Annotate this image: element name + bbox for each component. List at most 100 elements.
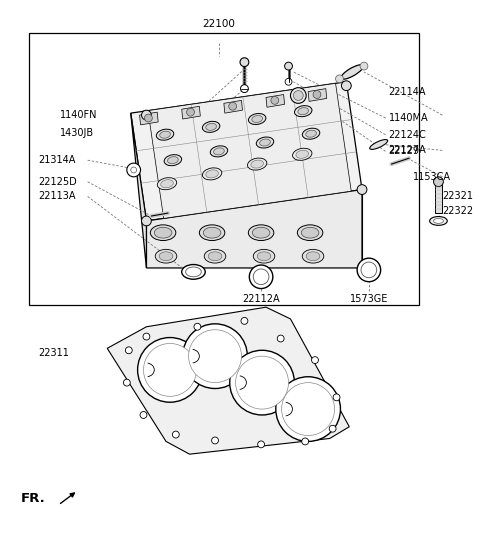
Circle shape [240,85,248,93]
Circle shape [144,343,196,397]
Text: 1430JB: 1430JB [60,128,94,138]
Circle shape [143,333,150,340]
Ellipse shape [297,225,323,240]
Circle shape [271,96,279,104]
Polygon shape [148,83,351,219]
Circle shape [144,114,152,122]
Ellipse shape [199,225,225,240]
Text: 22127A: 22127A [388,146,426,156]
Text: 22100: 22100 [203,19,235,29]
Ellipse shape [154,227,172,238]
Ellipse shape [360,62,368,70]
Circle shape [241,318,248,324]
Ellipse shape [292,148,312,160]
Polygon shape [224,100,242,113]
Circle shape [212,437,218,444]
Text: 1153CA: 1153CA [413,172,451,182]
Text: 21314A: 21314A [38,155,76,165]
Circle shape [249,265,273,288]
Ellipse shape [203,122,220,132]
Polygon shape [266,94,285,107]
Text: 1140FN: 1140FN [60,110,98,120]
Text: 22124C: 22124C [388,130,426,140]
Ellipse shape [150,225,176,240]
Ellipse shape [168,157,178,164]
Circle shape [189,330,241,383]
Ellipse shape [433,219,444,223]
Ellipse shape [295,106,312,117]
Ellipse shape [253,249,275,263]
Ellipse shape [298,108,309,115]
Ellipse shape [182,264,205,279]
Text: 22113A: 22113A [38,191,76,201]
Ellipse shape [252,227,270,238]
Ellipse shape [204,249,226,263]
Circle shape [183,324,247,389]
Ellipse shape [370,140,388,149]
Circle shape [313,91,321,99]
Circle shape [125,347,132,354]
Ellipse shape [159,252,173,261]
Ellipse shape [157,177,177,190]
Ellipse shape [161,180,173,188]
Text: 22129: 22129 [388,147,420,156]
Ellipse shape [155,249,177,263]
Circle shape [253,269,269,285]
Ellipse shape [336,75,343,83]
Circle shape [140,411,147,418]
Circle shape [361,262,377,278]
Circle shape [240,58,249,67]
Text: 22311: 22311 [38,348,70,358]
Ellipse shape [160,131,170,138]
Ellipse shape [306,252,320,261]
Bar [29,33,419,305]
Ellipse shape [251,160,264,168]
Polygon shape [131,82,362,221]
Circle shape [290,87,306,103]
Text: 22114A: 22114A [388,86,426,96]
Circle shape [293,91,303,100]
Circle shape [142,110,151,120]
Polygon shape [308,88,327,101]
Polygon shape [182,106,200,119]
Circle shape [123,379,130,386]
Circle shape [236,356,288,409]
Ellipse shape [430,216,447,225]
Text: 22112A: 22112A [242,294,280,304]
Circle shape [302,438,309,445]
Circle shape [127,163,141,177]
Circle shape [357,258,381,281]
Text: 1573GE: 1573GE [350,294,388,304]
Text: 22321: 22321 [443,191,473,201]
Circle shape [194,324,201,330]
Ellipse shape [156,129,174,140]
Polygon shape [131,113,146,268]
Ellipse shape [248,158,267,170]
Circle shape [131,167,137,173]
Ellipse shape [249,114,266,125]
Ellipse shape [210,146,228,157]
Circle shape [142,216,151,226]
Ellipse shape [301,227,319,238]
Text: FR.: FR. [21,492,46,505]
Polygon shape [107,307,349,454]
Circle shape [187,108,194,116]
Ellipse shape [302,128,320,139]
Polygon shape [146,190,362,268]
Ellipse shape [214,148,224,155]
Ellipse shape [252,116,263,123]
Ellipse shape [164,155,181,166]
Circle shape [258,441,264,448]
Ellipse shape [257,252,271,261]
Circle shape [285,78,292,85]
Circle shape [229,102,237,110]
Circle shape [282,383,335,435]
Text: 22322: 22322 [443,206,473,216]
Polygon shape [434,182,443,213]
Circle shape [172,431,179,438]
Circle shape [277,335,284,342]
Text: 1140MA: 1140MA [388,113,428,123]
Ellipse shape [208,252,222,261]
Ellipse shape [186,267,201,277]
Ellipse shape [206,123,216,131]
